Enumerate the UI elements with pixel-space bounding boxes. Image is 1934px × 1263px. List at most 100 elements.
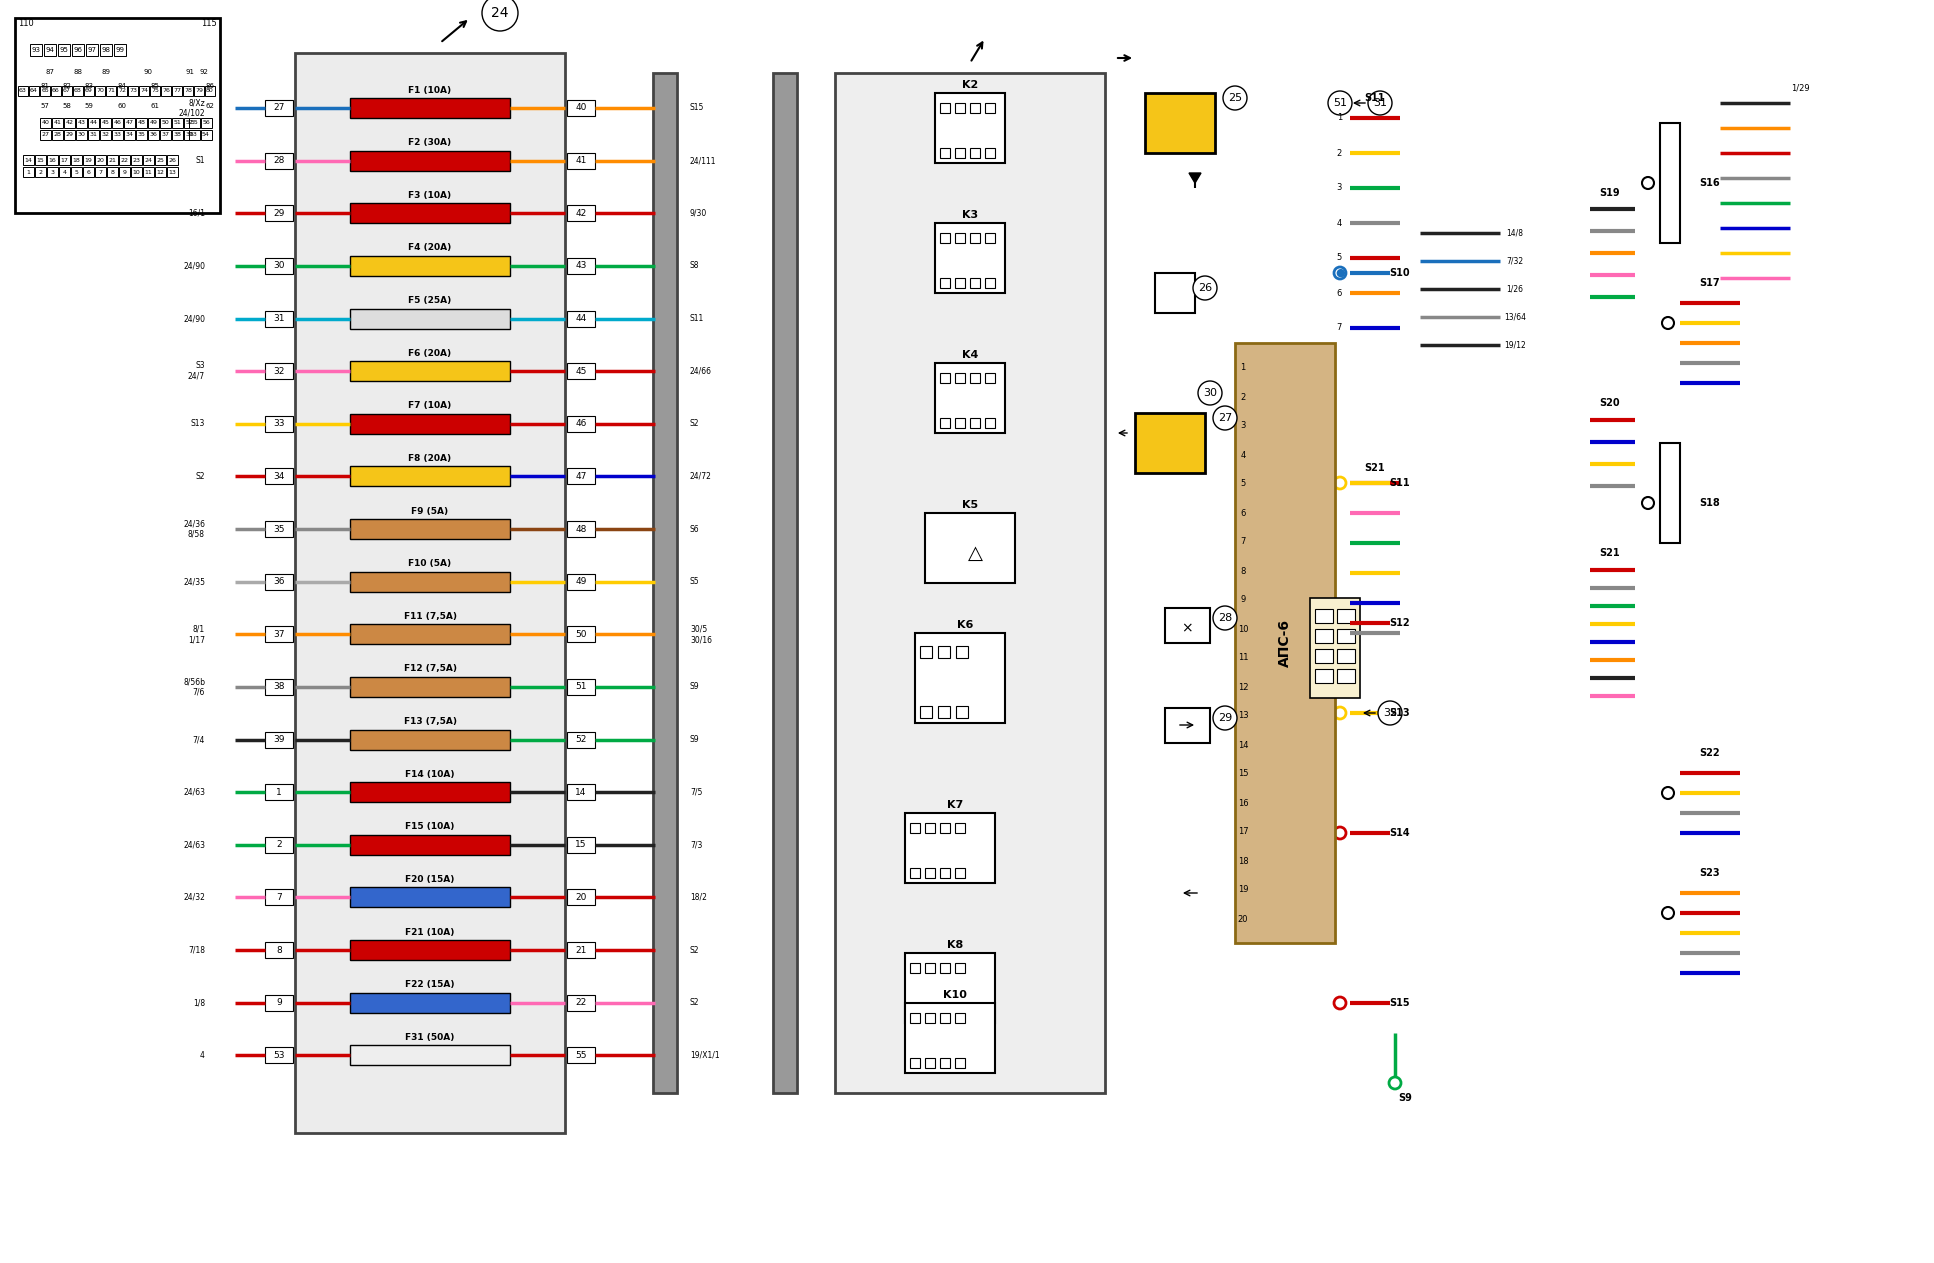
Text: 19/12: 19/12 [1505, 341, 1526, 350]
Text: F15 (10A): F15 (10A) [406, 822, 454, 831]
Bar [350, 782, 511, 802]
Bar [350, 572, 511, 591]
Bar [161, 117, 170, 128]
Text: F7 (10A): F7 (10A) [408, 402, 453, 410]
Bar [924, 1058, 934, 1068]
Bar [58, 44, 70, 56]
Bar [350, 203, 511, 224]
Bar [567, 153, 596, 169]
Text: 18: 18 [73, 158, 81, 163]
Bar [567, 522, 596, 537]
Text: 27: 27 [273, 104, 284, 112]
Text: 83: 83 [85, 83, 93, 88]
Bar [205, 86, 215, 96]
Text: 92: 92 [199, 69, 209, 75]
Bar [83, 155, 95, 165]
Bar [1659, 443, 1681, 543]
Circle shape [1642, 177, 1654, 189]
Text: 3: 3 [1240, 422, 1245, 431]
Text: 32: 32 [273, 366, 284, 375]
Bar [85, 44, 99, 56]
Text: 25: 25 [1228, 93, 1242, 104]
Bar [89, 130, 99, 140]
Bar [350, 256, 511, 275]
Bar [350, 1046, 511, 1066]
Text: 16: 16 [1238, 798, 1247, 807]
Text: 7/18: 7/18 [188, 946, 205, 955]
Circle shape [1379, 701, 1402, 725]
Circle shape [1334, 827, 1346, 839]
Bar [72, 44, 83, 56]
Text: 26: 26 [168, 158, 176, 163]
Bar [955, 962, 965, 973]
Text: 1/8: 1/8 [193, 998, 205, 1007]
Bar [350, 888, 511, 908]
Text: 37: 37 [162, 133, 170, 138]
Text: 24/35: 24/35 [184, 577, 205, 586]
Text: 94: 94 [46, 47, 54, 53]
Text: 65: 65 [41, 88, 48, 93]
Text: 29: 29 [1218, 714, 1232, 722]
Text: 30: 30 [273, 261, 284, 270]
Text: 1/29: 1/29 [1791, 83, 1810, 92]
Bar [350, 677, 511, 697]
Bar [1336, 629, 1356, 643]
Text: 8/Xz
24/102: 8/Xz 24/102 [178, 99, 205, 117]
Bar [60, 155, 70, 165]
Bar [835, 73, 1104, 1092]
Circle shape [1193, 277, 1216, 301]
Text: 29: 29 [273, 208, 284, 217]
Text: 14: 14 [1238, 740, 1247, 749]
Text: 97: 97 [87, 47, 97, 53]
Text: 18: 18 [1238, 856, 1247, 865]
Text: 27: 27 [1218, 413, 1232, 423]
Bar [265, 837, 292, 853]
Bar [921, 645, 932, 658]
Text: 5: 5 [1336, 254, 1342, 263]
Text: F4 (20A): F4 (20A) [408, 244, 453, 253]
Circle shape [1334, 618, 1346, 629]
Bar [567, 364, 596, 379]
Text: 78: 78 [184, 88, 191, 93]
Bar [1336, 649, 1356, 663]
Bar [940, 148, 950, 158]
Text: 48: 48 [137, 120, 145, 125]
Bar [265, 679, 292, 695]
Text: 7: 7 [1336, 323, 1342, 332]
Text: 91: 91 [186, 69, 195, 75]
Bar [128, 86, 137, 96]
Text: 59: 59 [85, 104, 93, 109]
Circle shape [482, 0, 518, 32]
Text: 3: 3 [50, 169, 54, 174]
Text: S2: S2 [690, 946, 700, 955]
Text: 22: 22 [120, 158, 128, 163]
Bar [911, 962, 921, 973]
Bar [29, 86, 39, 96]
Text: 70: 70 [97, 88, 104, 93]
Text: F20 (15A): F20 (15A) [406, 875, 454, 884]
Text: 43: 43 [77, 120, 85, 125]
Text: 61: 61 [151, 104, 159, 109]
Bar [350, 730, 511, 749]
Bar [940, 1013, 950, 1023]
Text: S21: S21 [1599, 548, 1621, 558]
Text: 99: 99 [116, 47, 124, 53]
Bar [41, 130, 50, 140]
Text: 17: 17 [1238, 827, 1247, 836]
Text: 71: 71 [106, 88, 114, 93]
Bar [350, 624, 511, 644]
Bar [984, 418, 994, 428]
Text: 25: 25 [157, 158, 164, 163]
Text: 66: 66 [52, 88, 60, 93]
Text: 19: 19 [85, 158, 93, 163]
Bar [955, 823, 965, 834]
Bar [23, 155, 35, 165]
Text: 74: 74 [139, 88, 149, 93]
Bar [955, 418, 965, 428]
Bar [265, 522, 292, 537]
Text: 44: 44 [576, 314, 586, 323]
Text: 2: 2 [39, 169, 43, 174]
Bar [934, 93, 1006, 163]
Bar [940, 418, 950, 428]
Bar [23, 167, 35, 177]
